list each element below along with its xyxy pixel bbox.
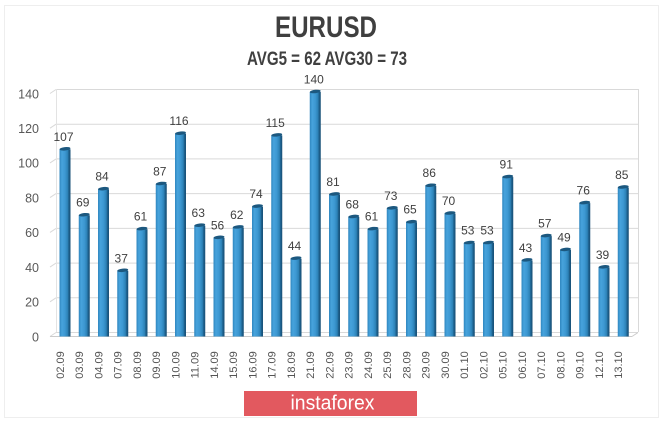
svg-text:39: 39: [596, 248, 610, 262]
svg-text:40: 40: [25, 261, 39, 275]
svg-text:02.09: 02.09: [55, 351, 67, 379]
svg-text:18.09: 18.09: [286, 351, 298, 379]
svg-text:37: 37: [115, 251, 129, 265]
svg-text:60: 60: [25, 226, 39, 240]
svg-text:08.09: 08.09: [132, 351, 144, 379]
svg-text:14.09: 14.09: [209, 351, 221, 379]
svg-text:80: 80: [25, 191, 39, 205]
svg-text:21.09: 21.09: [305, 351, 317, 379]
svg-text:28.09: 28.09: [401, 351, 413, 379]
svg-text:03.09: 03.09: [74, 351, 86, 379]
svg-text:EURUSD: EURUSD: [275, 11, 377, 44]
svg-text:44: 44: [288, 239, 302, 253]
svg-text:22.09: 22.09: [324, 351, 336, 379]
svg-text:86: 86: [423, 166, 437, 180]
svg-text:63: 63: [192, 206, 206, 220]
svg-text:107: 107: [53, 130, 73, 144]
svg-text:120: 120: [18, 122, 39, 136]
svg-text:09.10: 09.10: [575, 351, 587, 379]
svg-text:13.10: 13.10: [613, 351, 625, 379]
svg-text:25.09: 25.09: [382, 351, 394, 379]
svg-text:61: 61: [365, 210, 379, 224]
svg-text:62: 62: [230, 208, 244, 222]
svg-text:24.09: 24.09: [363, 351, 375, 379]
svg-text:87: 87: [153, 165, 167, 179]
svg-text:15.09: 15.09: [228, 351, 240, 379]
svg-text:06.10: 06.10: [517, 351, 529, 379]
svg-text:53: 53: [480, 224, 494, 238]
svg-text:09.09: 09.09: [151, 351, 163, 379]
svg-text:08.10: 08.10: [555, 351, 567, 379]
svg-text:74: 74: [249, 187, 263, 201]
svg-text:140: 140: [304, 73, 324, 87]
svg-text:30.09: 30.09: [440, 351, 452, 379]
svg-text:12.10: 12.10: [594, 351, 606, 379]
svg-text:05.10: 05.10: [498, 351, 510, 379]
svg-text:02.10: 02.10: [478, 351, 490, 379]
svg-text:73: 73: [384, 189, 398, 203]
svg-text:68: 68: [346, 198, 360, 212]
svg-text:70: 70: [442, 194, 456, 208]
svg-text:100: 100: [18, 157, 39, 171]
svg-text:0: 0: [32, 330, 39, 344]
svg-text:85: 85: [615, 168, 629, 182]
svg-text:53: 53: [461, 224, 475, 238]
svg-text:17.09: 17.09: [267, 351, 279, 379]
svg-text:65: 65: [403, 203, 417, 217]
svg-text:20: 20: [25, 296, 39, 310]
svg-text:instaforex: instaforex: [291, 393, 375, 415]
svg-text:115: 115: [266, 116, 285, 130]
svg-text:49: 49: [557, 231, 571, 245]
svg-text:81: 81: [326, 175, 340, 189]
svg-text:76: 76: [577, 184, 591, 198]
svg-text:57: 57: [538, 217, 552, 231]
svg-text:10.09: 10.09: [170, 351, 182, 379]
svg-text:11.09: 11.09: [190, 352, 202, 379]
svg-text:07.10: 07.10: [536, 351, 548, 379]
svg-text:16.09: 16.09: [247, 351, 259, 379]
svg-text:91: 91: [500, 158, 514, 172]
svg-text:116: 116: [169, 114, 188, 128]
svg-text:04.09: 04.09: [93, 351, 105, 379]
svg-text:43: 43: [519, 241, 533, 255]
svg-text:01.10: 01.10: [459, 351, 471, 379]
svg-text:07.09: 07.09: [113, 351, 125, 379]
svg-text:56: 56: [211, 218, 225, 232]
svg-text:AVG5 = 62 AVG30 = 73: AVG5 = 62 AVG30 = 73: [247, 49, 407, 70]
svg-text:61: 61: [134, 210, 148, 224]
svg-text:23.09: 23.09: [344, 351, 356, 379]
svg-text:140: 140: [18, 87, 39, 101]
svg-text:84: 84: [95, 170, 109, 184]
svg-text:69: 69: [76, 196, 90, 210]
svg-text:29.09: 29.09: [421, 351, 433, 379]
